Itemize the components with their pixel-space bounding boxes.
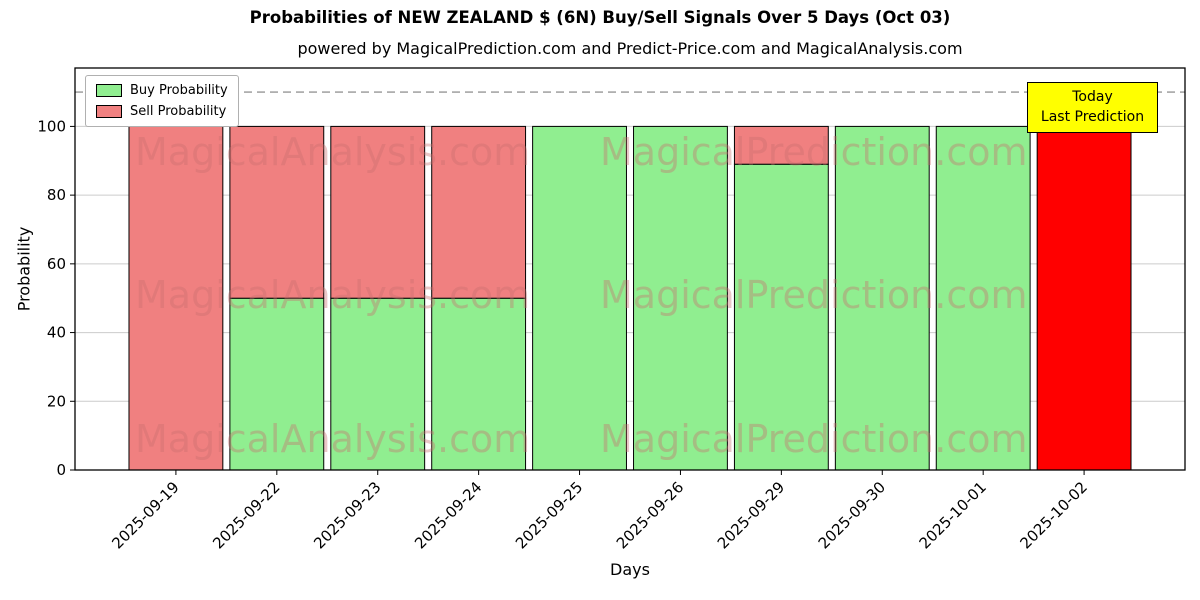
watermark: MagicalPrediction.com [600, 130, 1028, 174]
legend-buy-label: Buy Probability [130, 83, 228, 98]
bar-buy-segment [834, 125, 930, 471]
x-tick-label: 2025-09-26 [613, 478, 687, 552]
chart-subtitle: powered by MagicalPrediction.com and Pre… [297, 39, 963, 58]
x-tick-label: 2025-09-25 [512, 478, 586, 552]
chart-title: Probabilities of NEW ZEALAND $ (6N) Buy/… [249, 8, 951, 27]
y-tick-label: 80 [47, 186, 66, 204]
bar-today-segment [1036, 125, 1132, 471]
bar-buy-segment [431, 297, 527, 471]
x-tick-label: 2025-10-02 [1017, 478, 1091, 552]
legend-swatch-buy [96, 84, 122, 97]
watermark: MagicalAnalysis.com [135, 273, 530, 317]
x-tick-label: 2025-10-01 [916, 478, 990, 552]
x-tick-label: 2025-09-24 [411, 478, 485, 552]
y-tick-label: 40 [47, 324, 66, 342]
y-tick-label: 60 [47, 255, 66, 273]
legend-swatch-sell [96, 105, 122, 118]
bar-buy-segment [229, 297, 325, 471]
bar-sell-segment [229, 125, 325, 299]
watermark: MagicalPrediction.com [600, 417, 1028, 461]
legend-item-buy: Buy Probability [96, 83, 228, 98]
watermark: MagicalAnalysis.com [135, 417, 530, 461]
x-tick-label: 2025-09-30 [815, 478, 889, 552]
today-annotation: Today Last Prediction [1027, 82, 1158, 133]
bar-buy-segment [330, 297, 426, 471]
legend-item-sell: Sell Probability [96, 104, 228, 119]
annotation-line1: Today [1072, 89, 1113, 105]
bar-sell-segment [330, 125, 426, 299]
plot-border [74, 67, 1186, 471]
x-tick-label: 2025-09-22 [209, 478, 283, 552]
y-tick-label: 20 [47, 392, 66, 410]
x-tick-label: 2025-09-19 [108, 478, 182, 552]
bar-buy-segment [935, 125, 1031, 471]
legend-sell-label: Sell Probability [130, 104, 227, 119]
y-axis-label: Probability [14, 226, 34, 312]
bar-sell-segment [431, 125, 527, 299]
x-axis-label: Days [610, 560, 650, 579]
annotation-line2: Last Prediction [1040, 109, 1145, 126]
y-tick-label: 100 [37, 117, 66, 135]
bar-buy-segment [532, 125, 627, 471]
legend: Buy Probability Sell Probability [85, 75, 239, 127]
y-tick-label: 0 [56, 461, 66, 479]
watermark: MagicalAnalysis.com [135, 130, 530, 174]
x-tick-label: 2025-09-23 [310, 478, 384, 552]
bar-sell-segment [733, 125, 829, 165]
x-tick-label: 2025-09-29 [714, 478, 788, 552]
bar-buy-segment [733, 163, 829, 471]
watermark: MagicalPrediction.com [600, 273, 1028, 317]
